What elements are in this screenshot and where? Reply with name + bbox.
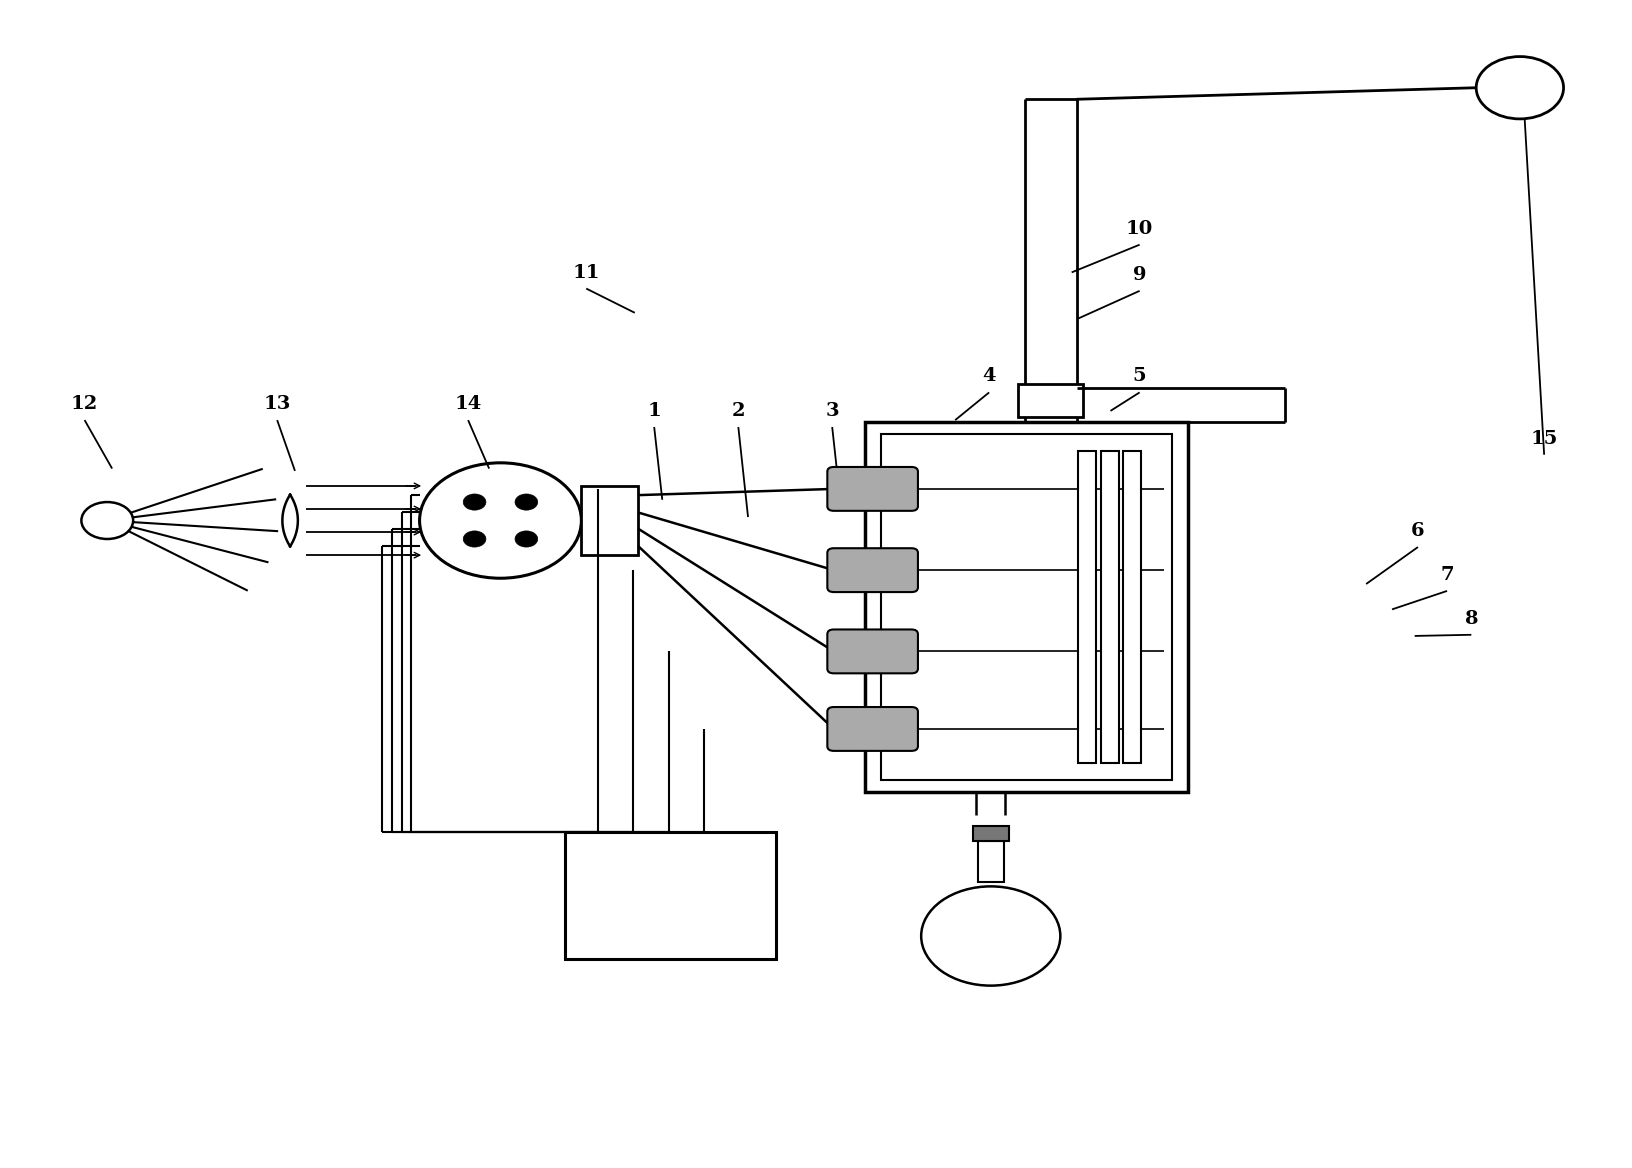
Text: 8: 8 bbox=[1464, 610, 1479, 628]
Bar bbox=[581, 486, 638, 555]
Bar bbox=[881, 434, 1172, 780]
Circle shape bbox=[920, 887, 1061, 986]
Text: 12: 12 bbox=[70, 395, 98, 413]
Bar bbox=[973, 827, 1009, 841]
Text: 6: 6 bbox=[1412, 522, 1425, 540]
Text: 10: 10 bbox=[1126, 220, 1154, 238]
Bar bbox=[1102, 451, 1118, 763]
Circle shape bbox=[82, 502, 134, 538]
Bar bbox=[1123, 451, 1141, 763]
Circle shape bbox=[516, 494, 537, 510]
Circle shape bbox=[1477, 56, 1563, 119]
Text: 7: 7 bbox=[1441, 566, 1454, 584]
Circle shape bbox=[419, 463, 581, 578]
Text: 9: 9 bbox=[1133, 266, 1146, 284]
Text: 3: 3 bbox=[826, 402, 839, 420]
Text: 5: 5 bbox=[1133, 368, 1146, 385]
Circle shape bbox=[516, 531, 537, 547]
FancyBboxPatch shape bbox=[827, 630, 917, 673]
Text: 15: 15 bbox=[1531, 430, 1559, 447]
Bar bbox=[1018, 384, 1084, 417]
Text: 4: 4 bbox=[982, 368, 996, 385]
Bar bbox=[978, 841, 1004, 882]
Bar bbox=[1079, 451, 1097, 763]
FancyBboxPatch shape bbox=[827, 707, 917, 751]
Text: 13: 13 bbox=[263, 395, 290, 413]
Text: 14: 14 bbox=[454, 395, 481, 413]
Bar bbox=[865, 423, 1188, 792]
Bar bbox=[565, 832, 775, 959]
Circle shape bbox=[463, 531, 486, 547]
Text: 2: 2 bbox=[731, 402, 746, 420]
FancyBboxPatch shape bbox=[827, 467, 917, 510]
Text: 11: 11 bbox=[573, 264, 601, 281]
Circle shape bbox=[463, 494, 486, 510]
Text: 1: 1 bbox=[648, 402, 661, 420]
FancyBboxPatch shape bbox=[827, 548, 917, 592]
